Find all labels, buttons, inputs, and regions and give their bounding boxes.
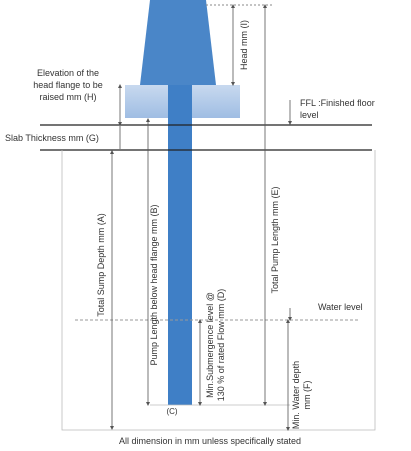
head-label: Head mm (I) xyxy=(239,20,249,70)
sump-depth-label: Total Sump Depth mm (A) xyxy=(96,213,106,317)
ffl-label: level xyxy=(300,110,319,120)
c-label: (C) xyxy=(166,407,177,416)
elevation-label: head flange to be xyxy=(33,80,103,90)
water-depth-label: Min. Water depth xyxy=(291,361,301,429)
slab-label: Slab Thickness mm (G) xyxy=(5,133,99,143)
submergence-label: 130 % of rated Flow mm (D) xyxy=(216,289,226,402)
footer: All dimension in mm unless specifically … xyxy=(119,436,301,446)
water-depth-label: mm (F) xyxy=(302,381,312,410)
elevation-label: raised mm (H) xyxy=(39,92,96,102)
water-level-label: Water level xyxy=(318,302,363,312)
sump-outline xyxy=(61,150,376,431)
pump-length-label: Pump Length below head flange mm (B) xyxy=(149,204,159,365)
submergence-label: Min.Submergence level @ xyxy=(205,292,215,398)
pump-column xyxy=(168,85,192,405)
total-length-label: Total Pump Length mm (E) xyxy=(270,186,280,293)
pump-head xyxy=(140,0,216,85)
elevation-label: Elevation of the xyxy=(37,68,99,78)
ffl-label: FFL :Finished floor xyxy=(300,98,375,108)
